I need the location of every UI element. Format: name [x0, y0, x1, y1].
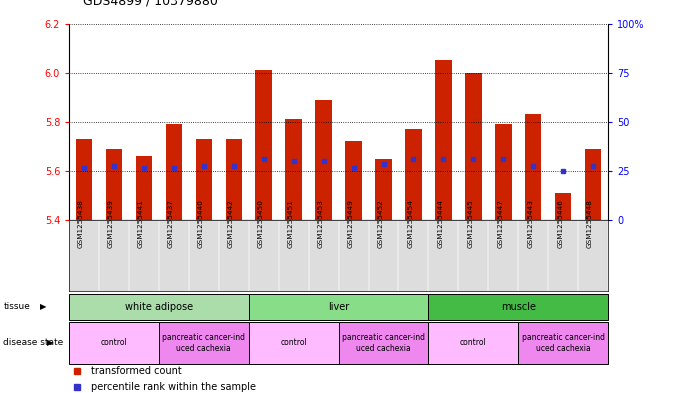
Bar — [555, 193, 571, 220]
Bar — [585, 149, 601, 220]
Text: GSM1255438: GSM1255438 — [78, 199, 84, 248]
Text: tissue: tissue — [3, 303, 30, 311]
Bar — [76, 139, 93, 220]
Bar — [159, 322, 249, 364]
Bar — [339, 322, 428, 364]
Bar — [518, 322, 608, 364]
Text: disease state: disease state — [3, 338, 64, 347]
Bar — [106, 149, 122, 220]
Bar — [249, 294, 428, 320]
Text: control: control — [281, 338, 307, 347]
Bar — [346, 141, 362, 220]
Text: GSM1255451: GSM1255451 — [287, 199, 294, 248]
Bar — [166, 124, 182, 220]
Text: GSM1255452: GSM1255452 — [377, 199, 384, 248]
Bar — [435, 61, 452, 220]
Text: pancreatic cancer-ind
uced cachexia: pancreatic cancer-ind uced cachexia — [162, 333, 245, 353]
Text: percentile rank within the sample: percentile rank within the sample — [91, 382, 256, 392]
Text: GSM1255446: GSM1255446 — [557, 199, 563, 248]
Bar — [428, 294, 608, 320]
Bar — [135, 156, 152, 220]
Text: GSM1255445: GSM1255445 — [467, 199, 473, 248]
Text: GSM1255454: GSM1255454 — [408, 199, 413, 248]
Text: liver: liver — [328, 302, 349, 312]
Text: white adipose: white adipose — [125, 302, 193, 312]
Text: ▶: ▶ — [47, 338, 53, 347]
Text: ▶: ▶ — [40, 303, 46, 311]
Bar — [285, 119, 302, 220]
Bar — [196, 139, 212, 220]
Text: GSM1255443: GSM1255443 — [527, 199, 533, 248]
Text: GSM1255450: GSM1255450 — [258, 199, 264, 248]
Text: GSM1255448: GSM1255448 — [587, 199, 593, 248]
Bar — [405, 129, 422, 220]
Bar — [256, 70, 272, 220]
Bar — [428, 322, 518, 364]
Text: muscle: muscle — [501, 302, 536, 312]
Text: transformed count: transformed count — [91, 366, 182, 376]
Text: GSM1255441: GSM1255441 — [138, 199, 144, 248]
Bar — [225, 139, 242, 220]
Bar — [375, 159, 392, 220]
Text: GSM1255444: GSM1255444 — [437, 199, 444, 248]
Bar — [69, 294, 249, 320]
Text: control: control — [101, 338, 127, 347]
Text: pancreatic cancer-ind
uced cachexia: pancreatic cancer-ind uced cachexia — [342, 333, 425, 353]
Bar — [525, 114, 542, 220]
Text: GDS4899 / 10379880: GDS4899 / 10379880 — [83, 0, 218, 8]
Text: GSM1255437: GSM1255437 — [168, 199, 174, 248]
Text: GSM1255442: GSM1255442 — [228, 199, 234, 248]
Bar — [69, 322, 159, 364]
Text: control: control — [460, 338, 486, 347]
Bar — [465, 73, 482, 220]
Bar — [495, 124, 511, 220]
Text: GSM1255440: GSM1255440 — [198, 199, 204, 248]
Text: GSM1255447: GSM1255447 — [498, 199, 503, 248]
Text: GSM1255453: GSM1255453 — [318, 199, 323, 248]
Bar — [315, 100, 332, 220]
Text: pancreatic cancer-ind
uced cachexia: pancreatic cancer-ind uced cachexia — [522, 333, 605, 353]
Bar — [249, 322, 339, 364]
Text: GSM1255439: GSM1255439 — [108, 199, 114, 248]
Text: GSM1255449: GSM1255449 — [348, 199, 354, 248]
